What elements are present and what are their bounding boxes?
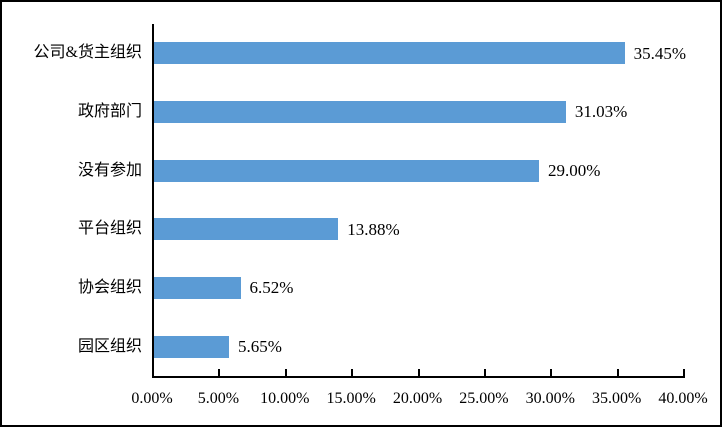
x-axis-tick-label: 20.00% xyxy=(392,390,443,407)
bar-value-label: 13.88% xyxy=(347,219,400,239)
bar-row: 35.45% xyxy=(154,24,687,83)
bar xyxy=(154,276,241,299)
category-label: 政府部门 xyxy=(77,102,142,120)
x-axis-tick-label: 35.00% xyxy=(591,390,642,407)
bar-row: 29.00% xyxy=(154,141,685,200)
bar-value-label: 6.52% xyxy=(249,278,294,298)
x-axis-tick-label: 25.00% xyxy=(459,390,509,407)
x-axis-tick xyxy=(351,369,354,376)
category-label: 园区组织 xyxy=(77,337,142,355)
category-row: 平台组织 xyxy=(2,200,142,259)
x-axis-tick xyxy=(417,369,420,376)
bar-row: 13.88% xyxy=(154,200,685,259)
category-row: 没有参加 xyxy=(2,141,142,200)
bar-value-label: 5.65% xyxy=(238,337,282,357)
bar-value-label: 29.00% xyxy=(547,161,601,181)
category-row: 政府部门 xyxy=(2,83,142,142)
x-axis-tick xyxy=(550,369,553,376)
x-axis-tick xyxy=(683,369,685,376)
bar xyxy=(154,159,539,182)
plot-area: 35.45% 31.03% 29.00% 13.88% 6.52% 5.65% xyxy=(152,24,687,378)
x-axis-tick-label: 5.00% xyxy=(197,390,240,407)
category-row: 协会组织 xyxy=(2,259,142,318)
bar xyxy=(154,42,625,65)
x-axis-tick xyxy=(616,369,619,376)
category-row: 公司&货主组织 xyxy=(2,24,142,83)
bar-value-label: 31.03% xyxy=(574,102,628,122)
bar xyxy=(154,100,566,123)
category-label: 公司&货主组织 xyxy=(33,44,142,62)
x-axis-tick xyxy=(284,369,287,376)
category-label: 协会组织 xyxy=(77,278,142,296)
x-axis-tick-label: 40.00% xyxy=(658,390,708,407)
bar-value-label: 35.45% xyxy=(633,43,687,63)
bar-row: 31.03% xyxy=(154,83,685,142)
x-axis-tick-label: 30.00% xyxy=(525,390,575,407)
bar xyxy=(154,218,339,241)
x-axis-tick xyxy=(483,369,486,376)
bar xyxy=(154,335,229,358)
x-axis-labels: 0.00% 5.00% 10.00% 15.00% 20.00% 25.00% 30.00%… xyxy=(2,390,720,411)
bar-row: 5.65% xyxy=(154,317,685,376)
category-row: 园区组织 xyxy=(2,317,142,376)
bar-row: 6.52% xyxy=(154,259,685,318)
category-label: 没有参加 xyxy=(77,161,142,179)
category-axis-labels: 公司&货主组织政府部门没有参加平台组织协会组织园区组织 xyxy=(2,24,142,376)
category-label: 平台组织 xyxy=(77,220,142,238)
x-axis-tick-label: 15.00% xyxy=(326,390,376,407)
x-axis-tick-label: 0.00% xyxy=(131,390,173,407)
x-axis-tick-label: 10.00% xyxy=(260,390,310,407)
x-axis-tick xyxy=(218,369,221,376)
